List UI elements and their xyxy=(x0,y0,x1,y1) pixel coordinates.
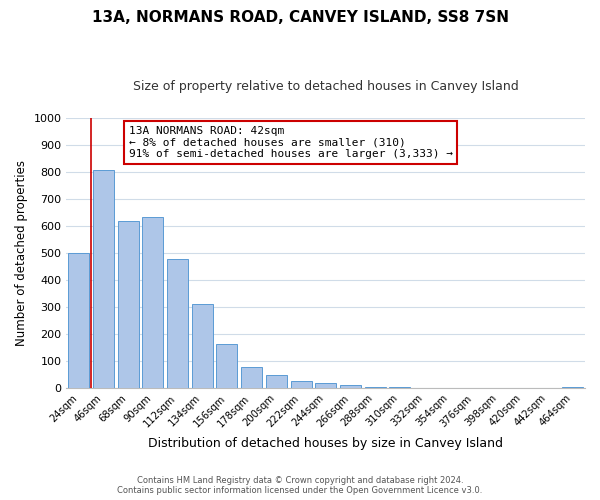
Bar xyxy=(241,367,262,388)
Text: 13A NORMANS ROAD: 42sqm
← 8% of detached houses are smaller (310)
91% of semi-de: 13A NORMANS ROAD: 42sqm ← 8% of detached… xyxy=(128,126,452,159)
Bar xyxy=(266,376,287,388)
Title: Size of property relative to detached houses in Canvey Island: Size of property relative to detached ho… xyxy=(133,80,518,93)
Bar xyxy=(167,259,188,388)
Bar xyxy=(118,222,139,388)
Bar xyxy=(217,344,238,388)
Bar xyxy=(365,387,386,388)
Bar xyxy=(93,170,114,388)
Bar xyxy=(142,217,163,388)
Bar xyxy=(290,382,311,388)
Bar xyxy=(68,253,89,388)
Bar xyxy=(315,383,336,388)
Text: Contains HM Land Registry data © Crown copyright and database right 2024.
Contai: Contains HM Land Registry data © Crown c… xyxy=(118,476,482,495)
Bar xyxy=(562,387,583,388)
Y-axis label: Number of detached properties: Number of detached properties xyxy=(15,160,28,346)
X-axis label: Distribution of detached houses by size in Canvey Island: Distribution of detached houses by size … xyxy=(148,437,503,450)
Text: 13A, NORMANS ROAD, CANVEY ISLAND, SS8 7SN: 13A, NORMANS ROAD, CANVEY ISLAND, SS8 7S… xyxy=(91,10,509,25)
Bar xyxy=(192,304,213,388)
Bar xyxy=(340,386,361,388)
